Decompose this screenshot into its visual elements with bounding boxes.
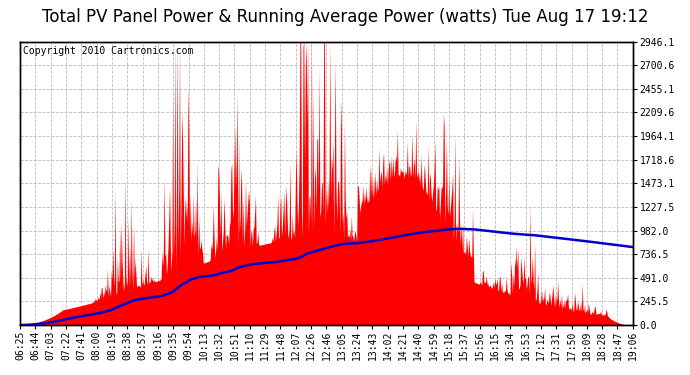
Text: Total PV Panel Power & Running Average Power (watts) Tue Aug 17 19:12: Total PV Panel Power & Running Average P… [42,8,648,26]
Text: Copyright 2010 Cartronics.com: Copyright 2010 Cartronics.com [23,46,193,56]
